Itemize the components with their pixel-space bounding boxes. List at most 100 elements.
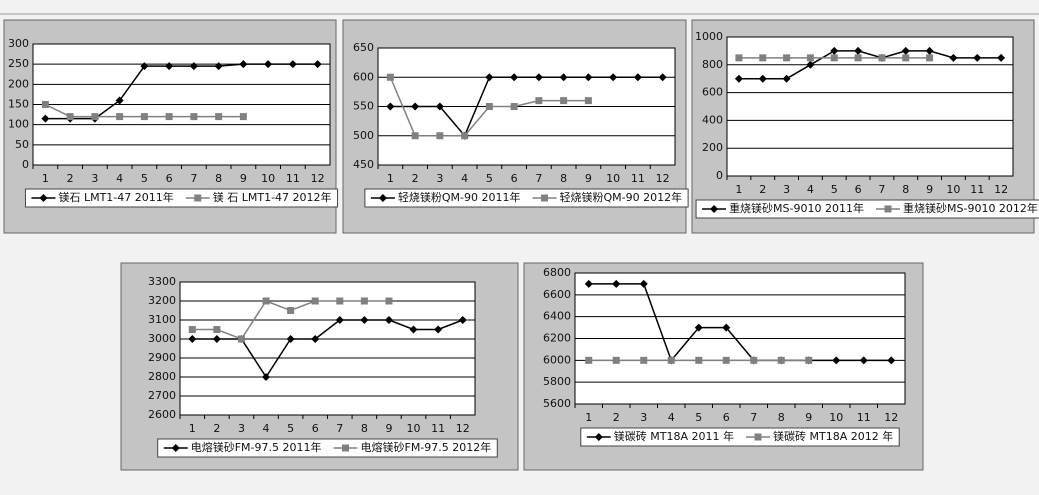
plot-area [726,36,1014,177]
marker [485,103,493,110]
legend-label: 轻烧镁粉QM-90 2011年 [398,190,521,204]
marker [887,356,896,365]
marker [584,279,593,288]
marker [188,335,197,343]
legend-item: 镁碳砖 MT18A 2011 年 [586,429,734,443]
series-line [390,76,663,138]
marker [695,356,703,364]
y-tick-label: 1000 [695,30,723,43]
x-tick-label: 8 [560,172,567,185]
marker [194,194,202,202]
x-tick-label: 4 [668,411,675,424]
marker [165,113,173,121]
marker [559,73,568,82]
legend-label: 电熔镁砂FM-97.5 2012年 [361,440,492,454]
x-tick-label: 9 [926,183,933,196]
marker [140,113,148,121]
marker [409,325,418,334]
marker [510,103,518,110]
legend-label: 轻烧镁粉QM-90 2012年 [560,190,683,204]
marker [633,73,642,82]
marker [214,62,223,71]
marker [612,356,620,364]
legend-item: 镁碳砖 MT18A 2012 年 [746,429,893,443]
legend-item: 镁 石 LMT1-47 2012年 [185,190,332,204]
marker [806,54,814,62]
legend: 镁石 LMT1-47 2011年 镁 石 LMT1-47 2012年 [24,188,339,208]
legend-item: 重烧镁砂MS-9010 2011年 [702,201,864,215]
marker [342,444,349,452]
marker [901,46,910,55]
marker [754,433,762,441]
y-tick-label: 6200 [543,332,571,345]
marker [190,113,198,121]
y-tick-label: 2700 [148,389,176,402]
x-tick-label: 3 [783,183,790,196]
marker [378,194,387,202]
marker [41,101,49,108]
x-tick-label: 4 [116,172,123,185]
legend-label: 镁碳砖 MT18A 2012 年 [773,429,893,443]
y-tick-label: 0 [22,158,29,171]
series-line [588,283,892,362]
x-tick-label: 12 [456,422,470,435]
x-tick-label: 4 [263,422,270,435]
y-tick-label: 600 [353,70,374,83]
marker [949,53,958,62]
marker [902,54,910,62]
y-tick-label: 3300 [148,275,176,288]
x-tick-label: 1 [735,183,742,196]
x-tick-label: 12 [884,411,898,424]
marker [435,102,444,111]
x-tick-label: 7 [336,422,343,435]
marker [215,113,223,121]
x-tick-label: 11 [286,172,300,185]
marker [360,297,368,305]
marker [783,54,791,62]
y-tick-label: 6800 [543,266,571,279]
marker [213,326,221,333]
legend: 电熔镁砂FM-97.5 2011年 电熔镁砂FM-97.5 2012年 [157,438,498,458]
x-tick-label: 8 [902,183,909,196]
x-tick-label: 4 [461,172,468,185]
y-tick-label: 200 [8,77,29,90]
marker [534,73,543,82]
x-tick-label: 8 [361,422,368,435]
y-tick-label: 600 [702,86,723,99]
x-tick-label: 2 [759,183,766,196]
y-tick-label: 3000 [148,332,176,345]
marker [694,323,703,332]
marker [385,297,393,305]
legend-box [695,199,1039,219]
marker [212,335,221,343]
x-tick-label: 12 [311,172,325,185]
marker [288,60,297,69]
marker [734,74,743,83]
x-tick-label: 10 [407,422,421,435]
marker [926,54,934,62]
legend-label: 重烧镁砂MS-9010 2012年 [903,201,1038,215]
marker [386,102,395,111]
marker [116,113,124,121]
marker [311,335,320,343]
marker [806,60,815,69]
x-tick-label: 12 [994,183,1008,196]
x-tick-label: 7 [535,172,542,185]
marker [360,316,369,324]
y-tick-label: 200 [702,141,723,154]
marker [722,356,730,364]
x-tick-label: 11 [857,411,871,424]
marker [311,297,319,305]
legend-item: 镁石 LMT1-47 2011年 [31,190,174,204]
marker [640,356,648,364]
x-tick-label: 8 [778,411,785,424]
legend-item: 轻烧镁粉QM-90 2011年 [370,190,521,204]
y-tick-label: 6000 [543,353,571,366]
x-tick-label: 7 [750,411,757,424]
marker [436,132,444,140]
x-tick-label: 1 [42,172,49,185]
marker [66,113,74,121]
y-tick-label: 450 [353,158,374,171]
